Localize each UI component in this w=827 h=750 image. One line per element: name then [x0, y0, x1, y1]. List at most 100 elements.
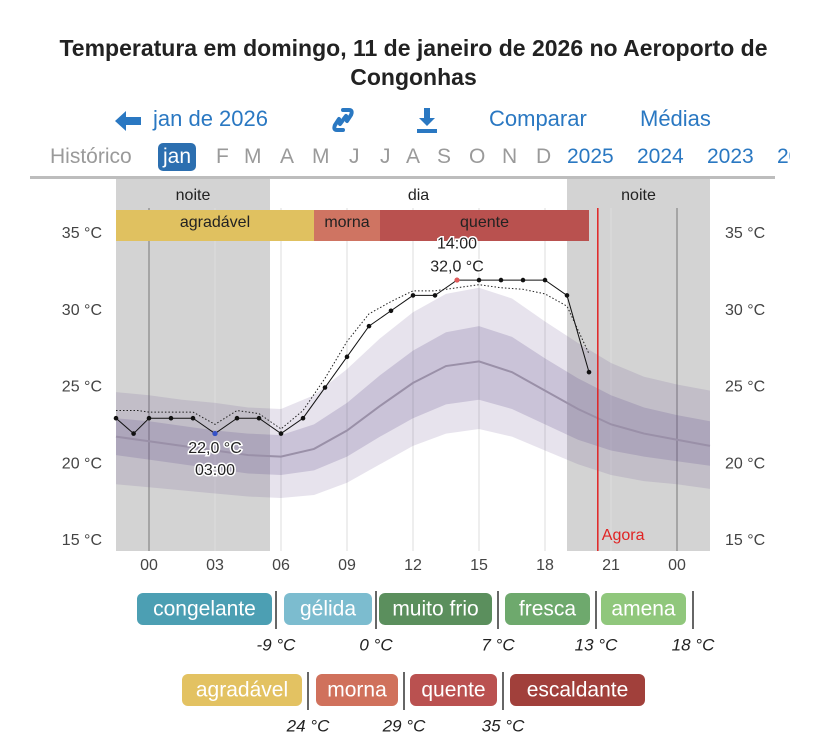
- comfort-band: [314, 210, 380, 241]
- x-tick-label: 12: [404, 557, 422, 574]
- legend-label: muito frio: [392, 598, 478, 621]
- download-icon[interactable]: [414, 106, 440, 134]
- month[interactable]: F: [216, 145, 229, 168]
- annotation: 32,0 °C: [430, 258, 484, 275]
- title: Temperatura em domingo, 11 de janeiro de…: [59, 35, 768, 90]
- month[interactable]: M: [312, 145, 330, 168]
- period-label: noite: [621, 187, 656, 204]
- month[interactable]: N: [502, 145, 518, 168]
- y2-tick-label: 35 °C: [725, 225, 765, 242]
- legend-swatch: [510, 674, 645, 706]
- year[interactable]: 2024: [637, 145, 684, 168]
- legend-threshold: 18 °C: [672, 635, 715, 654]
- observed-point: [366, 323, 372, 329]
- back-link[interactable]: jan de 2026: [153, 106, 268, 131]
- extreme-point: [454, 277, 460, 283]
- legend-label: morna: [327, 679, 387, 702]
- history-label: Histórico: [50, 145, 132, 168]
- legend-swatch: [182, 674, 302, 706]
- year[interactable]: 2022: [777, 145, 790, 168]
- month[interactable]: J: [380, 145, 391, 168]
- legend-threshold: 7 °C: [481, 635, 515, 654]
- month[interactable]: J: [349, 145, 360, 168]
- legend-label: congelante: [153, 598, 256, 621]
- observed-point: [520, 277, 526, 283]
- observed-point: [498, 277, 504, 283]
- y-tick-label: 30 °C: [62, 302, 102, 319]
- legend-swatch: [137, 593, 272, 625]
- observed-point: [256, 415, 262, 421]
- y2-tick-label: 15 °C: [725, 532, 765, 549]
- observed-point: [278, 431, 284, 436]
- observed-point: [344, 354, 350, 360]
- observed-point: [131, 431, 136, 436]
- observed-point: [388, 308, 394, 314]
- back-arrow[interactable]: [113, 108, 143, 134]
- legend-swatch: [316, 674, 398, 706]
- month-bar: HistóricojanFMAMJJASOND2025202420232022: [0, 140, 790, 176]
- climate-band: [116, 326, 710, 476]
- legend-swatch: [601, 593, 686, 625]
- median-line: [115, 360, 711, 458]
- observed-point: [300, 415, 306, 421]
- legend-threshold: 35 °C: [482, 716, 525, 735]
- comfort-label: quente: [460, 214, 509, 231]
- month[interactable]: A: [280, 145, 295, 168]
- x-tick-label: 15: [470, 557, 488, 574]
- y2-tick-label: 25 °C: [725, 379, 765, 396]
- legend-label: amena: [611, 598, 676, 621]
- year[interactable]: 2025: [567, 145, 614, 168]
- observed-point: [542, 277, 548, 283]
- legend-swatch: [505, 593, 590, 625]
- month[interactable]: O: [469, 145, 486, 168]
- legend-swatch: [379, 593, 492, 625]
- x-tick-label: 00: [140, 557, 158, 574]
- observed-point: [168, 415, 174, 421]
- compare-link[interactable]: Comparar: [489, 106, 587, 131]
- month[interactable]: A: [406, 145, 421, 168]
- legend-swatch: [284, 593, 372, 625]
- y2-tick-label: 30 °C: [725, 302, 765, 319]
- y-tick-label: 20 °C: [62, 455, 102, 472]
- y-tick-label: 25 °C: [62, 379, 102, 396]
- month[interactable]: jan: [158, 143, 197, 171]
- x-tick-label: 06: [272, 557, 290, 574]
- period-band: [567, 178, 710, 551]
- month[interactable]: D: [536, 145, 552, 168]
- observed-point: [234, 415, 240, 421]
- observed-point: [113, 415, 119, 421]
- observed-point: [146, 415, 152, 421]
- legend-label: gélida: [300, 598, 356, 621]
- extreme-point: [212, 430, 218, 437]
- legend-threshold: -9 °C: [257, 635, 297, 654]
- annotation: 03:00: [195, 462, 235, 479]
- legend-swatch: [410, 674, 497, 706]
- x-tick-label: 09: [338, 557, 356, 574]
- x-tick-label: 18: [536, 557, 554, 574]
- legend-label: quente: [421, 679, 485, 702]
- annotation: 14:00: [437, 235, 477, 252]
- year[interactable]: 2023: [707, 145, 754, 168]
- y-tick-label: 35 °C: [62, 225, 102, 242]
- legend-threshold: 13 °C: [575, 635, 618, 654]
- y-tick-label: 15 °C: [62, 532, 102, 549]
- x-tick-label: 21: [602, 557, 620, 574]
- period-label: noite: [176, 187, 211, 204]
- observed-point: [564, 293, 570, 298]
- link-icon[interactable]: [330, 106, 356, 134]
- averages-link[interactable]: Médias: [640, 106, 711, 131]
- comfort-label: agradável: [180, 214, 250, 231]
- x-tick-label: 03: [206, 557, 224, 574]
- annotation: 22,0 °C: [188, 440, 242, 457]
- y2-tick-label: 20 °C: [725, 455, 765, 472]
- legend-label: agradável: [196, 679, 288, 702]
- legend-threshold: 0 °C: [359, 635, 393, 654]
- observed-point: [410, 293, 416, 298]
- month[interactable]: M: [244, 145, 262, 168]
- legend-threshold: 24 °C: [286, 716, 330, 735]
- month[interactable]: S: [437, 145, 452, 168]
- observed-point: [190, 415, 196, 421]
- model-line: [116, 284, 590, 430]
